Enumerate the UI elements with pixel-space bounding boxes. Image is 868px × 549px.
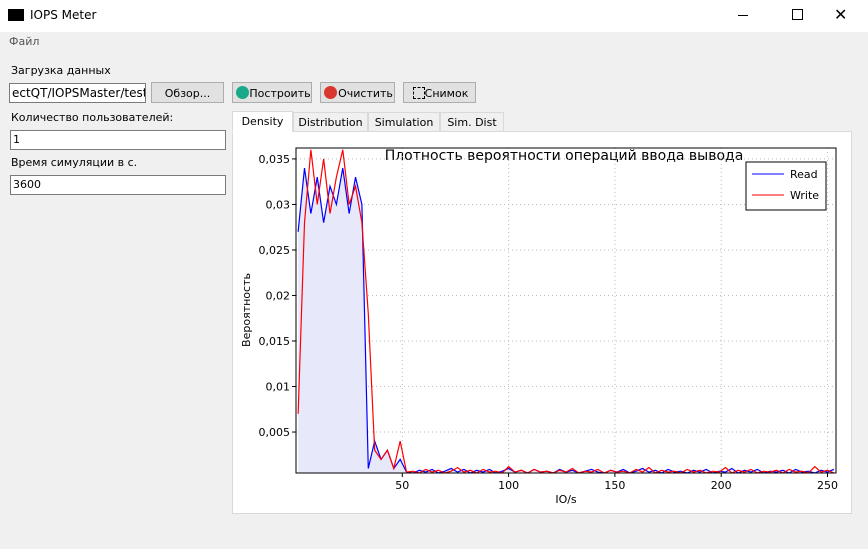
build-button[interactable]: Построить <box>232 82 312 103</box>
plot-area <box>297 149 835 473</box>
x-tick-label: 100 <box>498 479 519 492</box>
series-line <box>297 167 835 473</box>
x-tick-label: 250 <box>817 479 838 492</box>
browse-button[interactable]: Обзор... <box>151 82 224 103</box>
legend-label: Read <box>790 168 818 181</box>
tab-simulation[interactable]: Simulation <box>368 112 440 132</box>
app-icon <box>8 9 24 21</box>
menu-file[interactable]: Файл <box>9 35 40 48</box>
clear-icon <box>324 86 337 99</box>
y-tick-label: 0,035 <box>259 153 291 166</box>
tab-sim-dist[interactable]: Sim. Dist <box>440 112 504 132</box>
x-tick-label: 150 <box>604 479 625 492</box>
chart: Плотность вероятности операций ввода выв… <box>240 147 838 506</box>
maximize-button[interactable] <box>792 9 803 20</box>
window-title: IOPS Meter <box>30 8 97 22</box>
minimize-button[interactable] <box>738 15 748 16</box>
x-tick-label: 50 <box>395 479 409 492</box>
users-input[interactable]: 1 <box>10 130 226 150</box>
title-bar: IOPS Meter ✕ <box>0 0 868 32</box>
y-tick-label: 0,015 <box>259 335 291 348</box>
sim-time-label: Время симуляции в с. <box>11 156 138 169</box>
snapshot-icon <box>413 87 425 99</box>
build-label: Построить <box>249 87 311 100</box>
chart-title: Плотность вероятности операций ввода выв… <box>385 148 744 164</box>
area-fill <box>298 168 834 473</box>
y-tick-label: 0,01 <box>266 381 291 394</box>
load-label: Загрузка данных <box>11 64 111 77</box>
plot-frame <box>295 147 837 474</box>
play-icon <box>236 86 249 99</box>
sim-time-input[interactable]: 3600 <box>10 175 226 195</box>
users-label: Количество пользователей: <box>11 111 174 124</box>
snapshot-label: Снимок <box>424 87 469 100</box>
series-line <box>297 149 835 473</box>
legend-label: Write <box>790 189 819 202</box>
legend-box <box>745 161 827 211</box>
y-axis-label: Вероятность <box>240 273 253 347</box>
y-tick-label: 0,03 <box>266 198 291 211</box>
y-tick-label: 0,005 <box>259 426 291 439</box>
x-axis-label: IO/s <box>555 493 577 506</box>
tab-distribution[interactable]: Distribution <box>293 112 368 132</box>
x-tick-label: 200 <box>711 479 732 492</box>
y-tick-label: 0,025 <box>259 244 291 257</box>
y-tick-label: 0,02 <box>266 289 291 302</box>
close-button[interactable]: ✕ <box>834 5 848 24</box>
file-path-input[interactable]: ectQT/IOPSMaster/test.txt <box>9 83 146 103</box>
tab-density[interactable]: Density <box>232 111 293 132</box>
clear-button[interactable]: Очистить <box>320 82 395 103</box>
clear-label: Очистить <box>338 87 393 100</box>
